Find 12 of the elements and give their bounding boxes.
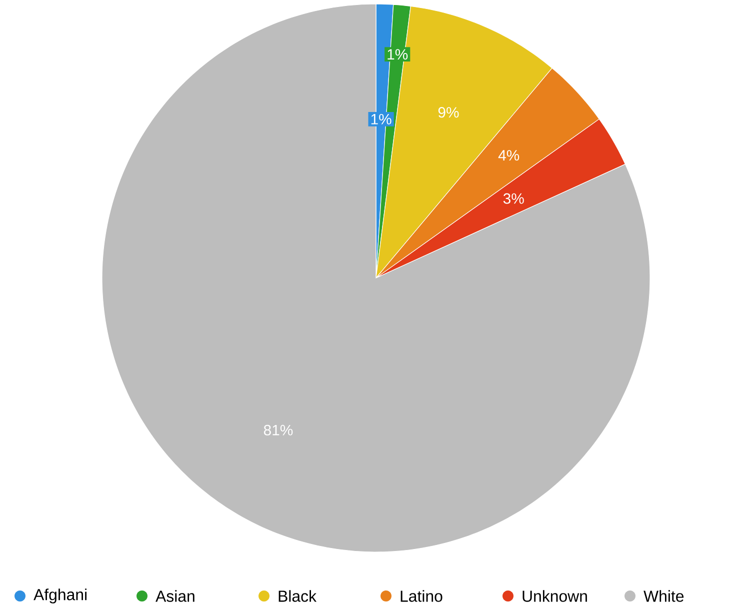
data-label: 4% [498, 150, 520, 161]
data-label: 9% [438, 107, 459, 118]
legend-label: White [644, 590, 684, 602]
legend-label: Afghani [34, 588, 87, 604]
data-label: 3% [503, 193, 524, 204]
data-label: 81% [264, 424, 293, 436]
legend-label: Unknown [522, 590, 587, 602]
legend-label: Asian [156, 590, 194, 602]
legend-label: Latino [400, 590, 442, 602]
legend-label: Black [278, 590, 317, 602]
data-label: 1% [371, 114, 392, 124]
data-label: 1% [388, 49, 408, 60]
